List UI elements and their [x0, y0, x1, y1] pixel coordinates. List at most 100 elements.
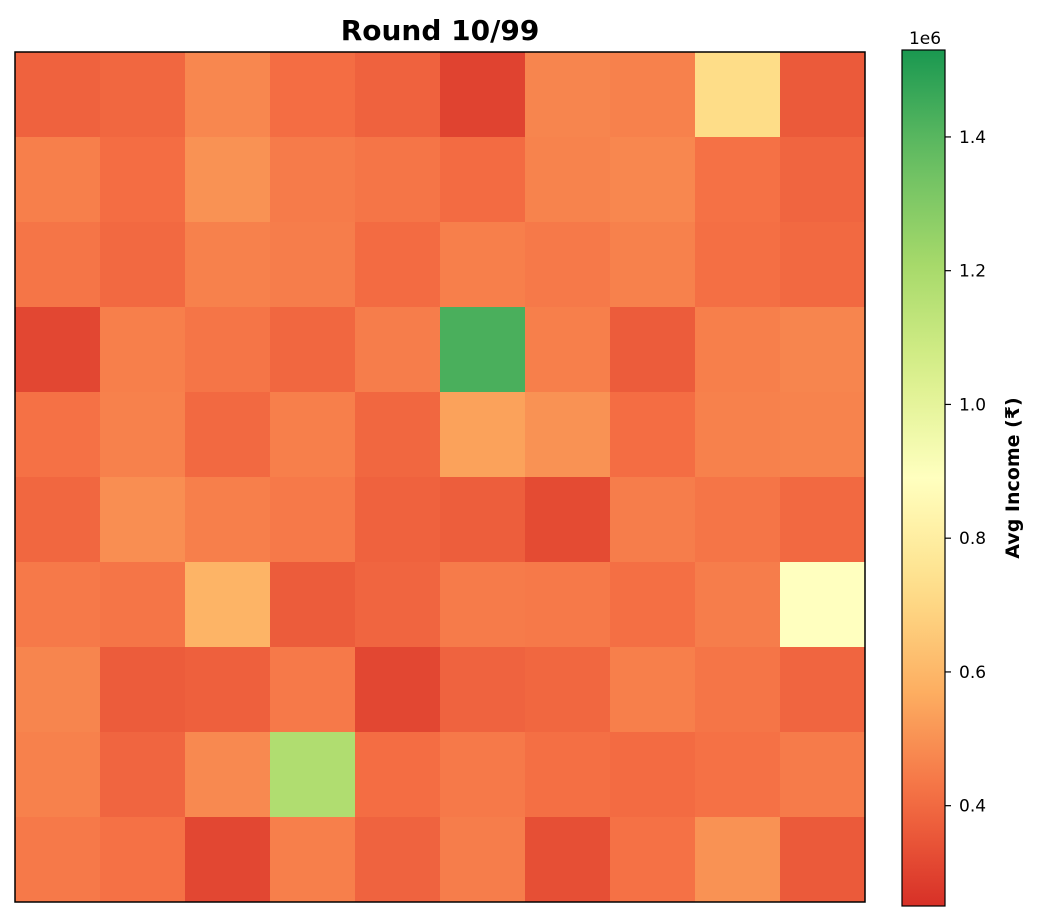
heatmap-cell-r2-c4	[355, 222, 441, 308]
heatmap-cell-r7-c5	[440, 647, 526, 733]
heatmap-cell-r0-c1	[100, 52, 186, 138]
heatmap-cell-r8-c1	[100, 732, 186, 818]
heatmap-cell-r5-c1	[100, 477, 186, 563]
heatmap-cell-r4-c1	[100, 392, 186, 478]
heatmap-cell-r2-c0	[15, 222, 101, 308]
heatmap-cell-r8-c0	[15, 732, 101, 818]
heatmap-cell-r8-c7	[610, 732, 696, 818]
heatmap-cell-r7-c9	[780, 647, 866, 733]
heatmap-cell-r9-c0	[15, 817, 101, 903]
heatmap-cell-r6-c3	[270, 562, 356, 648]
heatmap-cell-r6-c4	[355, 562, 441, 648]
colorbar-ticks: 0.4 0.6 0.8 1.0 1.2 1.4	[945, 128, 986, 817]
heatmap-cell-r4-c4	[355, 392, 441, 478]
colorbar-tick-label: 0.4	[959, 797, 986, 817]
plot-frame	[14, 51, 866, 903]
heatmap-cell-r9-c6	[525, 817, 611, 903]
heatmap-cell-r8-c9	[780, 732, 866, 818]
heatmap-cell-r6-c6	[525, 562, 611, 648]
heatmap-cell-r9-c1	[100, 817, 186, 903]
heatmap-cell-r5-c8	[695, 477, 781, 563]
heatmap-cells	[15, 52, 866, 903]
heatmap-cell-r6-c1	[100, 562, 186, 648]
heatmap-cell-r9-c9	[780, 817, 866, 903]
colorbar-exponent: 1e6	[909, 29, 941, 49]
heatmap-cell-r5-c0	[15, 477, 101, 563]
heatmap-cell-r5-c2	[185, 477, 271, 563]
colorbar-tick-label: 1.4	[959, 128, 986, 148]
heatmap-cell-r2-c9	[780, 222, 866, 308]
heatmap-cell-r9-c4	[355, 817, 441, 903]
heatmap-cell-r8-c2	[185, 732, 271, 818]
heatmap-cell-r0-c5	[440, 52, 526, 138]
heatmap-cell-r0-c3	[270, 52, 356, 138]
chart-title: Round 10/99	[341, 14, 540, 47]
heatmap-cell-r6-c7	[610, 562, 696, 648]
heatmap-cell-r3-c2	[185, 307, 271, 393]
colorbar-tick-label: 0.6	[959, 663, 986, 683]
heatmap-cell-r3-c0	[15, 307, 101, 393]
heatmap-cell-r0-c0	[15, 52, 101, 138]
colorbar	[901, 49, 946, 907]
heatmap-cell-r8-c3	[270, 732, 356, 818]
heatmap-cell-r0-c8	[695, 52, 781, 138]
heatmap-cell-r3-c5	[440, 307, 526, 393]
heatmap-cell-r2-c8	[695, 222, 781, 308]
heatmap-cell-r1-c6	[525, 137, 611, 223]
heatmap-cell-r2-c7	[610, 222, 696, 308]
heatmap-cell-r1-c0	[15, 137, 101, 223]
heatmap-cell-r7-c1	[100, 647, 186, 733]
heatmap-cell-r9-c8	[695, 817, 781, 903]
heatmap-cell-r1-c2	[185, 137, 271, 223]
heatmap-cell-r1-c1	[100, 137, 186, 223]
heatmap-cell-r4-c7	[610, 392, 696, 478]
heatmap-cell-r7-c3	[270, 647, 356, 733]
heatmap-cell-r3-c7	[610, 307, 696, 393]
heatmap-cell-r7-c8	[695, 647, 781, 733]
heatmap-cell-r8-c8	[695, 732, 781, 818]
heatmap-cell-r0-c2	[185, 52, 271, 138]
colorbar-tick-label: 1.0	[959, 395, 986, 415]
heatmap-cell-r8-c4	[355, 732, 441, 818]
heatmap-cell-r5-c9	[780, 477, 866, 563]
heatmap-cell-r9-c2	[185, 817, 271, 903]
heatmap-cell-r6-c0	[15, 562, 101, 648]
heatmap-cell-r5-c4	[355, 477, 441, 563]
heatmap-cell-r3-c9	[780, 307, 866, 393]
heatmap-cell-r8-c6	[525, 732, 611, 818]
heatmap-cell-r4-c3	[270, 392, 356, 478]
heatmap-cell-r4-c2	[185, 392, 271, 478]
heatmap-cell-r6-c9	[780, 562, 866, 648]
heatmap-cell-r1-c9	[780, 137, 866, 223]
heatmap-cell-r7-c6	[525, 647, 611, 733]
heatmap-cell-r6-c8	[695, 562, 781, 648]
heatmap-cell-r4-c0	[15, 392, 101, 478]
heatmap-cell-r6-c2	[185, 562, 271, 648]
heatmap-cell-r3-c1	[100, 307, 186, 393]
heatmap-cell-r2-c5	[440, 222, 526, 308]
heatmap-cell-r0-c7	[610, 52, 696, 138]
heatmap-cell-r4-c6	[525, 392, 611, 478]
heatmap-cell-r1-c7	[610, 137, 696, 223]
heatmap-cell-r0-c6	[525, 52, 611, 138]
heatmap-cell-r1-c8	[695, 137, 781, 223]
heatmap-cell-r2-c6	[525, 222, 611, 308]
heatmap-cell-r6-c5	[440, 562, 526, 648]
heatmap-cell-r7-c0	[15, 647, 101, 733]
heatmap-cell-r3-c6	[525, 307, 611, 393]
heatmap-cell-r4-c8	[695, 392, 781, 478]
heatmap-cell-r4-c9	[780, 392, 866, 478]
heatmap-cell-r9-c5	[440, 817, 526, 903]
heatmap-cell-r5-c6	[525, 477, 611, 563]
colorbar-tick-label: 1.2	[959, 262, 986, 282]
heatmap-cell-r8-c5	[440, 732, 526, 818]
heatmap-cell-r0-c9	[780, 52, 866, 138]
heatmap-cell-r7-c2	[185, 647, 271, 733]
heatmap-cell-r2-c2	[185, 222, 271, 308]
heatmap-cell-r7-c7	[610, 647, 696, 733]
heatmap-cell-r5-c5	[440, 477, 526, 563]
heatmap-cell-r4-c5	[440, 392, 526, 478]
heatmap-cell-r1-c4	[355, 137, 441, 223]
heatmap-cell-r3-c4	[355, 307, 441, 393]
